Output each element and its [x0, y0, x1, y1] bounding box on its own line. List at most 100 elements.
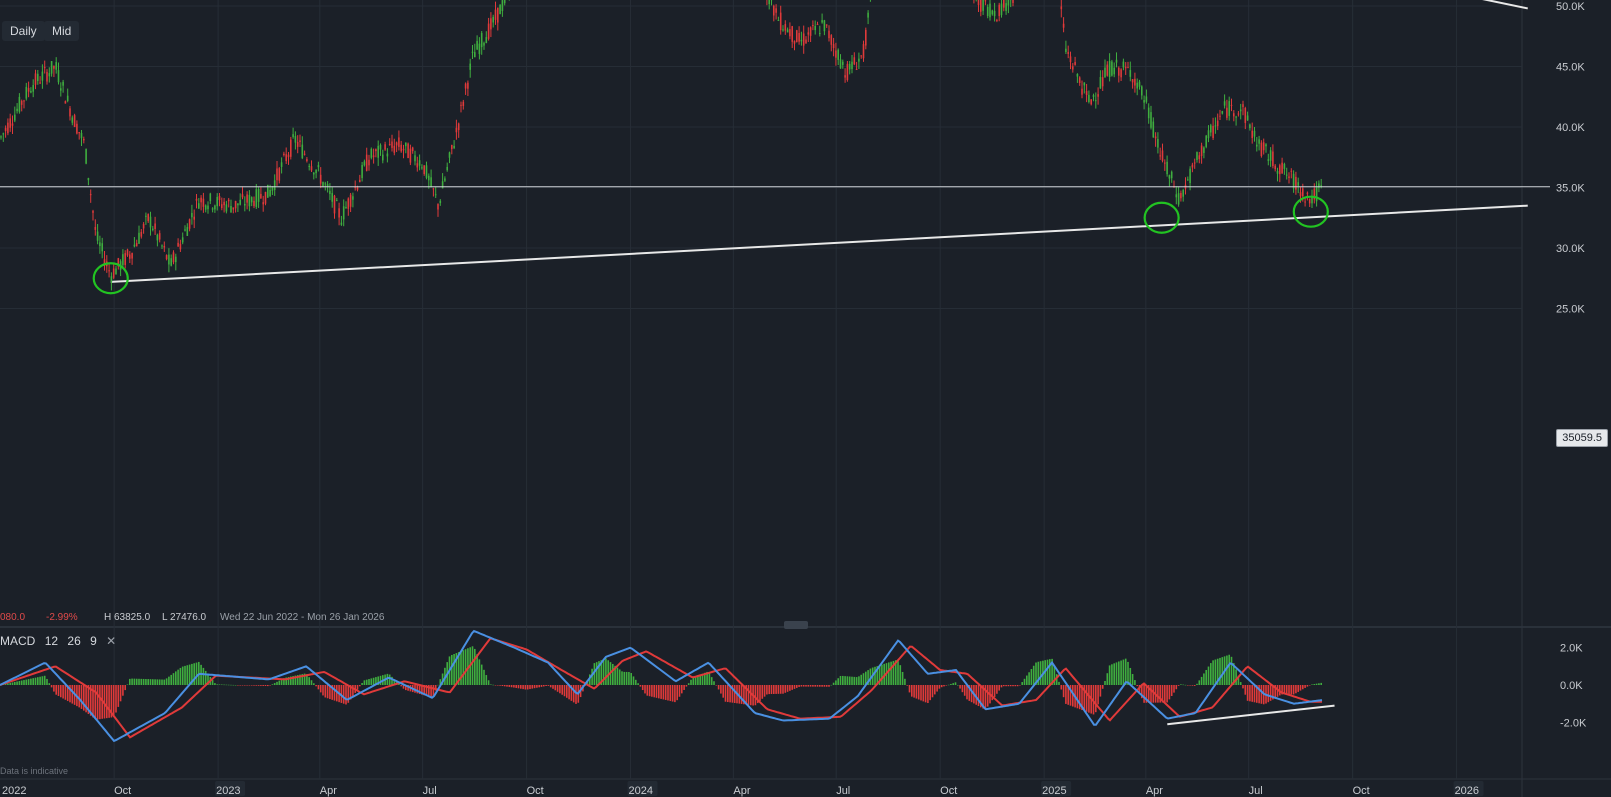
trendline[interactable] — [110, 204, 1528, 283]
candle — [221, 197, 223, 211]
histogram-bar — [207, 673, 209, 685]
histogram-bar — [1221, 657, 1224, 685]
candle — [1166, 155, 1168, 177]
histogram-bar — [1026, 675, 1028, 685]
histogram-bar — [699, 674, 701, 685]
histogram-bar — [262, 685, 264, 686]
candle — [11, 115, 14, 134]
histogram-bar — [812, 685, 814, 687]
histogram-bar — [593, 663, 596, 685]
histogram-bar — [269, 685, 271, 686]
histogram-bar — [681, 685, 683, 694]
histogram-bar — [1288, 685, 1290, 695]
candle — [276, 161, 278, 186]
candle — [246, 191, 248, 210]
candle — [198, 198, 200, 210]
candle — [1249, 123, 1251, 131]
histogram-bar — [1143, 685, 1145, 703]
candle — [1115, 52, 1118, 68]
histogram-bar — [547, 685, 550, 686]
histogram-bar — [405, 685, 407, 691]
histogram-bar — [869, 668, 872, 685]
candle — [333, 194, 336, 219]
histogram-bar — [80, 685, 83, 709]
x-tick-label: 2024 — [629, 785, 653, 797]
candle — [423, 165, 425, 176]
histogram-bar — [145, 679, 147, 685]
histogram-bar — [637, 683, 639, 685]
candle — [303, 150, 306, 156]
candle — [103, 251, 106, 271]
candle — [110, 272, 113, 291]
histogram-bar — [285, 677, 287, 685]
histogram-bar — [1046, 659, 1049, 685]
candle — [865, 27, 867, 50]
candle — [411, 146, 414, 154]
candle — [832, 37, 835, 57]
candle — [2, 132, 5, 142]
candle — [1104, 59, 1106, 78]
histogram-bar — [1196, 683, 1198, 685]
candle — [777, 16, 780, 22]
histogram-bar — [223, 684, 225, 686]
histogram-bar — [646, 685, 649, 696]
candle — [1283, 162, 1286, 175]
candle — [1193, 158, 1196, 169]
pane-resize-handle[interactable] — [784, 621, 808, 629]
candle — [299, 134, 301, 148]
histogram-bar — [490, 684, 492, 685]
interval-daily-button[interactable]: Daily — [2, 21, 45, 41]
histogram-bar — [533, 685, 536, 689]
histogram-bar — [1292, 685, 1295, 695]
candle — [1122, 58, 1125, 71]
candle — [398, 130, 400, 151]
close-icon[interactable]: ✕ — [106, 634, 117, 648]
histogram-bar — [968, 685, 971, 701]
histogram-bar — [904, 678, 906, 685]
candle — [62, 79, 64, 93]
histogram-bar — [625, 671, 628, 685]
candle — [802, 25, 805, 54]
histogram-bar — [158, 679, 161, 685]
histogram-bar — [1242, 685, 1244, 689]
candle — [418, 154, 421, 171]
candle — [1069, 51, 1072, 70]
price-type-mid-button[interactable]: Mid — [44, 21, 80, 41]
histogram-bar — [193, 663, 195, 685]
histogram-bar — [566, 685, 568, 698]
histogram-bar — [952, 683, 954, 685]
histogram-bar — [503, 685, 506, 687]
histogram-bar — [1272, 685, 1274, 700]
candle — [1281, 157, 1283, 174]
candle — [807, 27, 810, 42]
histogram-bar — [218, 684, 221, 685]
histogram-bar — [434, 685, 437, 691]
candle — [501, 0, 504, 17]
candle — [830, 34, 833, 52]
histogram-bar — [1302, 685, 1304, 690]
histogram-bar — [623, 671, 626, 685]
candle — [1108, 53, 1111, 82]
histogram-bar — [648, 685, 651, 697]
candle — [814, 20, 816, 35]
histogram-bar — [706, 671, 708, 685]
candle — [163, 241, 166, 252]
histogram-bar — [283, 678, 285, 685]
candle — [1187, 176, 1189, 181]
histogram-bar — [996, 685, 998, 694]
macd-trendline[interactable] — [1167, 704, 1335, 726]
candle — [1131, 79, 1134, 89]
candle — [338, 202, 340, 226]
histogram-bar — [306, 674, 308, 685]
candle — [161, 244, 163, 249]
histogram-bar — [14, 681, 16, 685]
histogram-bar — [398, 683, 400, 685]
candle — [432, 187, 435, 197]
candle — [991, 9, 994, 16]
histogram-bar — [1122, 659, 1125, 685]
histogram-bar — [915, 685, 918, 699]
histogram-bar — [977, 685, 980, 707]
histogram-bar — [549, 685, 552, 688]
candle — [1101, 70, 1104, 91]
